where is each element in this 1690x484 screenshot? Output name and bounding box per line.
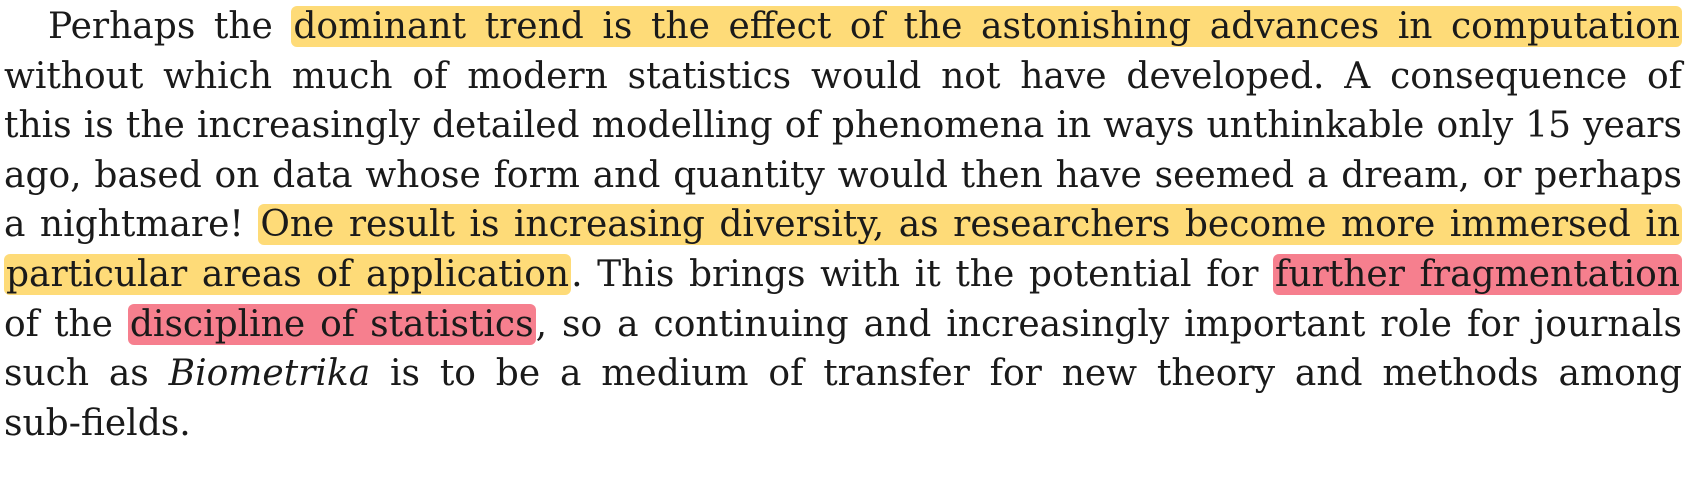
highlight-red: further fragmentation xyxy=(1273,254,1682,295)
text-segment: ago, based on data whose form and quanti… xyxy=(4,154,1682,196)
text-segment: . This brings with it the potential for xyxy=(571,254,1274,295)
text-segment: this is the increasingly detailed modell… xyxy=(4,105,1682,147)
text-line: ago, based on data whose form and quanti… xyxy=(4,153,1682,199)
text-line: a nightmare! One result is increasing di… xyxy=(4,202,1683,248)
text-segment: Perhaps the xyxy=(48,6,292,47)
text-line: without which much of modern statistics … xyxy=(4,54,1682,100)
text-segment: a nightmare! xyxy=(4,204,259,246)
text-segment: sub-fields. xyxy=(4,402,191,444)
text-segment: without which much of modern statistics … xyxy=(4,55,1682,97)
text-line: this is the increasingly detailed modell… xyxy=(4,103,1682,149)
highlight-yellow: One result is increasing diversity, as r… xyxy=(258,204,1683,246)
text-segment: , so a continuing and increasingly impor… xyxy=(535,303,1682,345)
text-segment: such as xyxy=(4,353,169,395)
italic-text: Biometrika xyxy=(168,353,371,395)
text-line: Perhaps the dominant trend is the effect… xyxy=(48,4,1682,50)
highlight-red: discipline of statistics xyxy=(127,303,536,345)
text-line: such as Biometrika is to be a medium of … xyxy=(4,351,1682,397)
text-segment: is to be a medium of transfer for new th… xyxy=(370,353,1682,395)
highlight-yellow: particular areas of application xyxy=(4,254,572,295)
text-line: particular areas of application. This br… xyxy=(4,252,1682,298)
highlight-yellow: dominant trend is the effect of the asto… xyxy=(291,6,1682,47)
text-line: of the discipline of statistics, so a co… xyxy=(4,302,1682,348)
text-line: sub-fields. xyxy=(4,401,191,447)
text-segment: of the xyxy=(4,303,128,345)
